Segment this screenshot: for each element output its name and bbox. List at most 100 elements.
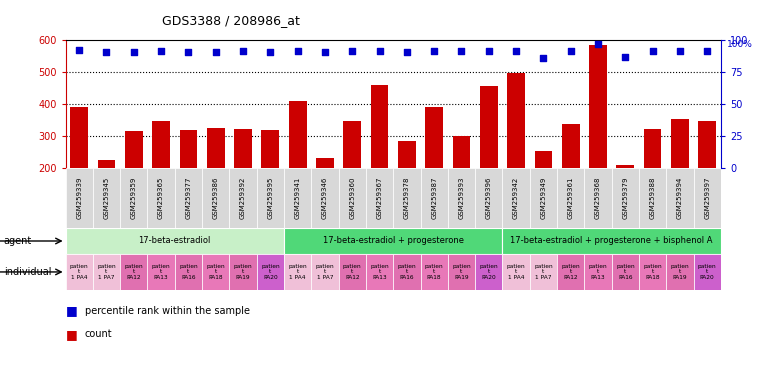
Text: GSM259361: GSM259361	[567, 177, 574, 219]
Text: GSM259342: GSM259342	[513, 177, 519, 219]
Point	[401, 50, 413, 56]
Text: patien
t
PA20: patien t PA20	[261, 264, 280, 280]
Bar	[666, 168, 694, 228]
Bar	[475, 168, 503, 228]
Bar	[393, 168, 420, 228]
Bar	[175, 254, 202, 290]
Text: percentile rank within the sample: percentile rank within the sample	[85, 306, 250, 316]
Point	[155, 48, 167, 54]
Text: GSM259394: GSM259394	[677, 177, 683, 219]
Text: GSM259367: GSM259367	[376, 177, 382, 219]
Text: GSM259349: GSM259349	[540, 177, 547, 219]
Bar	[671, 119, 689, 232]
Point	[210, 50, 222, 56]
Bar	[147, 168, 175, 228]
Bar	[316, 157, 334, 232]
Point	[318, 50, 331, 56]
Bar	[503, 228, 721, 254]
Bar	[366, 168, 393, 228]
Text: patien
t
1 PA4: patien t 1 PA4	[288, 264, 307, 280]
Bar	[366, 254, 393, 290]
Point	[264, 50, 277, 56]
Text: 17-beta-estradiol: 17-beta-estradiol	[139, 237, 211, 245]
Text: GSM259392: GSM259392	[240, 177, 246, 219]
Text: ■: ■	[66, 328, 77, 341]
Bar	[666, 254, 694, 290]
Text: GSM259345: GSM259345	[103, 177, 109, 219]
Bar	[152, 121, 170, 232]
Text: patien
t
PA13: patien t PA13	[152, 264, 170, 280]
Text: GSM259395: GSM259395	[268, 177, 274, 219]
Point	[428, 48, 440, 54]
Text: GSM259379: GSM259379	[622, 177, 628, 219]
Point	[483, 48, 495, 54]
Text: patien
t
PA16: patien t PA16	[179, 264, 197, 280]
Bar	[202, 168, 230, 228]
Text: patien
t
PA19: patien t PA19	[671, 264, 689, 280]
Bar	[694, 254, 721, 290]
Bar	[584, 168, 611, 228]
Text: GSM259397: GSM259397	[704, 177, 710, 219]
Text: ■: ■	[66, 305, 77, 318]
Bar	[584, 254, 611, 290]
Bar	[530, 168, 557, 228]
Bar	[371, 85, 389, 232]
Bar	[589, 45, 607, 232]
Point	[701, 48, 713, 54]
Text: patien
t
PA18: patien t PA18	[643, 264, 662, 280]
Text: patien
t
PA20: patien t PA20	[480, 264, 498, 280]
Text: GDS3388 / 208986_at: GDS3388 / 208986_at	[163, 14, 300, 27]
Bar	[93, 254, 120, 290]
Point	[537, 55, 550, 61]
Bar	[534, 151, 552, 232]
Text: GSM259365: GSM259365	[158, 177, 164, 219]
Bar	[257, 254, 284, 290]
Text: GSM259377: GSM259377	[185, 177, 191, 219]
Bar	[426, 108, 443, 232]
Bar	[420, 168, 448, 228]
Bar	[699, 121, 716, 232]
Bar	[338, 254, 366, 290]
Bar	[507, 73, 525, 232]
Text: GSM259387: GSM259387	[431, 177, 437, 219]
Bar	[557, 254, 584, 290]
Point	[291, 48, 304, 54]
Text: GSM259359: GSM259359	[131, 177, 136, 219]
Bar	[480, 86, 497, 232]
Bar	[420, 254, 448, 290]
Text: patien
t
PA12: patien t PA12	[561, 264, 580, 280]
Text: 17-beta-estradiol + progesterone + bisphenol A: 17-beta-estradiol + progesterone + bisph…	[510, 237, 713, 245]
Point	[646, 48, 658, 54]
Bar	[448, 168, 475, 228]
Text: GSM259388: GSM259388	[650, 177, 655, 219]
Bar	[617, 165, 635, 232]
Text: GSM259368: GSM259368	[595, 177, 601, 219]
Text: GSM259339: GSM259339	[76, 177, 82, 219]
Point	[456, 48, 468, 54]
Bar	[284, 254, 311, 290]
Text: patien
t
PA13: patien t PA13	[370, 264, 389, 280]
Text: patien
t
1 PA7: patien t 1 PA7	[534, 264, 553, 280]
Bar	[66, 168, 93, 228]
Bar	[398, 141, 416, 232]
Bar	[147, 254, 175, 290]
Bar	[338, 168, 366, 228]
Text: GSM259360: GSM259360	[349, 177, 355, 219]
Bar	[562, 124, 580, 232]
Bar	[120, 254, 147, 290]
Text: GSM259396: GSM259396	[486, 177, 492, 219]
Text: patien
t
1 PA7: patien t 1 PA7	[315, 264, 335, 280]
Bar	[207, 128, 224, 232]
Point	[128, 50, 140, 56]
Text: GSM259346: GSM259346	[322, 177, 328, 219]
Bar	[202, 254, 230, 290]
Point	[373, 48, 386, 54]
Bar	[180, 130, 197, 232]
Bar	[453, 136, 470, 232]
Text: patien
t
PA19: patien t PA19	[452, 264, 471, 280]
Bar	[98, 160, 116, 232]
Text: patien
t
PA13: patien t PA13	[589, 264, 608, 280]
Bar	[120, 168, 147, 228]
Text: patien
t
PA18: patien t PA18	[425, 264, 443, 280]
Bar	[639, 168, 666, 228]
